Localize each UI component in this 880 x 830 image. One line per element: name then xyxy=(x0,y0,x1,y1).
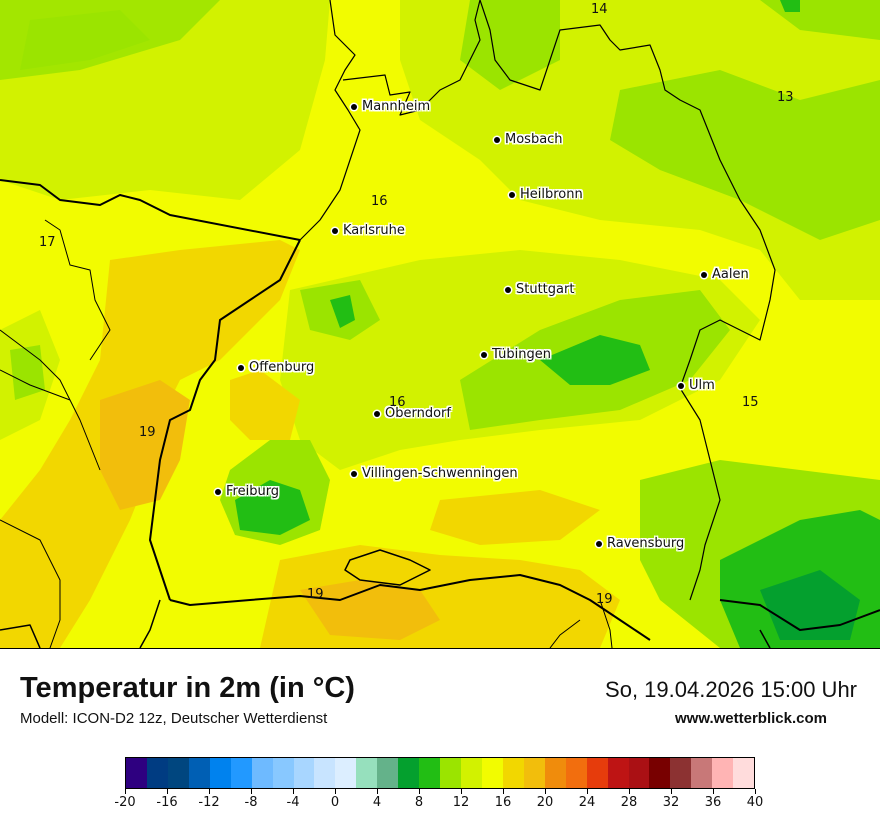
colorbar-segment xyxy=(733,758,755,788)
colorbar-segment xyxy=(523,758,545,788)
colorbar-segment xyxy=(167,758,189,788)
temperature-value-label: 16 xyxy=(389,395,406,410)
colorbar-tick-label: 32 xyxy=(662,795,680,810)
colorbar-tick-label: 28 xyxy=(620,795,638,810)
colorbar-tick-label: 40 xyxy=(746,795,764,810)
colorbar-tick-label: 8 xyxy=(414,795,424,810)
colorbar-tick-label: 12 xyxy=(452,795,470,810)
colorbar-segment xyxy=(126,758,147,788)
city-dot-icon xyxy=(332,227,338,234)
colorbar-segment xyxy=(188,758,210,788)
colorbar-segment xyxy=(502,758,524,788)
city-label-ravensburg: Ravensburg xyxy=(596,536,684,551)
colorbar-tick-label: 20 xyxy=(536,795,554,810)
temperature-value-label: 14 xyxy=(591,2,608,17)
colorbar-segment xyxy=(377,758,399,788)
colorbar-segment xyxy=(314,758,336,788)
colorbar-segment xyxy=(628,758,650,788)
temperature-value-label: 19 xyxy=(307,587,324,602)
colorbar-tick-label: -4 xyxy=(286,795,300,810)
colorbar-segment xyxy=(481,758,503,788)
temperature-value-label: 19 xyxy=(139,425,156,440)
city-label-tuebingen: Tübingen xyxy=(481,347,551,362)
colorbar-segment xyxy=(649,758,671,788)
city-label-heilbronn: Heilbronn xyxy=(509,187,583,202)
city-label-oberndorf: Oberndorf xyxy=(374,406,451,421)
city-label-aalen: Aalen xyxy=(701,267,749,282)
city-dot-icon xyxy=(215,488,221,495)
city-dot-icon xyxy=(596,540,602,547)
temperature-value-label: 13 xyxy=(777,90,794,105)
colorbar-segment xyxy=(440,758,461,788)
city-label-karlsruhe: Karlsruhe xyxy=(332,223,405,238)
colorbar-segment xyxy=(230,758,252,788)
colorbar-segment xyxy=(146,758,168,788)
map-title: Temperatur in 2m (in °C) xyxy=(20,672,355,704)
colorbar-tick-label: 24 xyxy=(578,795,596,810)
city-dot-icon xyxy=(701,271,707,278)
colorbar-segment xyxy=(565,758,587,788)
colorbar-segment xyxy=(607,758,629,788)
temperature-value-label: 17 xyxy=(39,235,56,250)
temperature-value-label: 15 xyxy=(742,395,759,410)
colorbar-segment xyxy=(209,758,231,788)
city-dot-icon xyxy=(238,364,244,371)
colorbar-segment xyxy=(670,758,692,788)
city-label-ulm: Ulm xyxy=(678,378,715,393)
colorbar-ticks: -20 -16 -12 -8 -4 0 4 8 12 16 20 24 28 32 36 40 xyxy=(114,789,763,819)
forecast-datetime: So, 19.04.2026 15:00 Uhr xyxy=(605,677,857,702)
colorbar-tick-label: 0 xyxy=(330,795,340,810)
city-label-mosbach: Mosbach xyxy=(494,132,563,147)
city-dot-icon xyxy=(374,410,380,417)
city-dot-icon xyxy=(505,286,511,293)
colorbar-segment xyxy=(586,758,608,788)
colorbar-segment xyxy=(691,758,713,788)
website-credit: www.wetterblick.com xyxy=(675,710,827,727)
city-label-mannheim: Mannheim xyxy=(351,99,430,114)
temperature-map: Mannheim Mosbach Heilbronn Karlsruhe Aal… xyxy=(0,0,880,649)
colorbar-segment xyxy=(272,758,294,788)
colorbar-segment xyxy=(335,758,357,788)
temperature-value-label: 16 xyxy=(371,194,388,209)
temperature-colorbar xyxy=(125,757,755,789)
city-dot-icon xyxy=(351,470,357,477)
city-label-villingen-schwenningen: Villingen-Schwenningen xyxy=(351,466,518,481)
colorbar-segment xyxy=(398,758,420,788)
colorbar-tick-label: 36 xyxy=(704,795,722,810)
colorbar-segment xyxy=(293,758,315,788)
colorbar-segment xyxy=(461,758,482,788)
colorbar-tick-label: -20 xyxy=(114,795,136,810)
city-dot-icon xyxy=(678,382,684,389)
colorbar-segment xyxy=(419,758,441,788)
colorbar-segment xyxy=(251,758,273,788)
city-label-freiburg: Freiburg xyxy=(215,484,279,499)
colorbar-tick-label: -8 xyxy=(244,795,258,810)
model-source: Modell: ICON-D2 12z, Deutscher Wetterdie… xyxy=(20,710,328,727)
city-label-offenburg: Offenburg xyxy=(238,360,314,375)
city-dot-icon xyxy=(481,351,487,358)
city-label-stuttgart: Stuttgart xyxy=(505,282,574,297)
temperature-field xyxy=(0,0,880,648)
city-dot-icon xyxy=(351,103,357,110)
colorbar-segment xyxy=(356,758,378,788)
colorbar-tick-label: 16 xyxy=(494,795,512,810)
colorbar-tick-label: -12 xyxy=(198,795,220,810)
colorbar-segment xyxy=(544,758,566,788)
city-dot-icon xyxy=(509,191,515,198)
colorbar-tick-label: -16 xyxy=(156,795,178,810)
temperature-value-label: 19 xyxy=(596,592,613,607)
colorbar-tick-label: 4 xyxy=(372,795,382,810)
city-dot-icon xyxy=(494,136,500,143)
colorbar-segment xyxy=(712,758,734,788)
